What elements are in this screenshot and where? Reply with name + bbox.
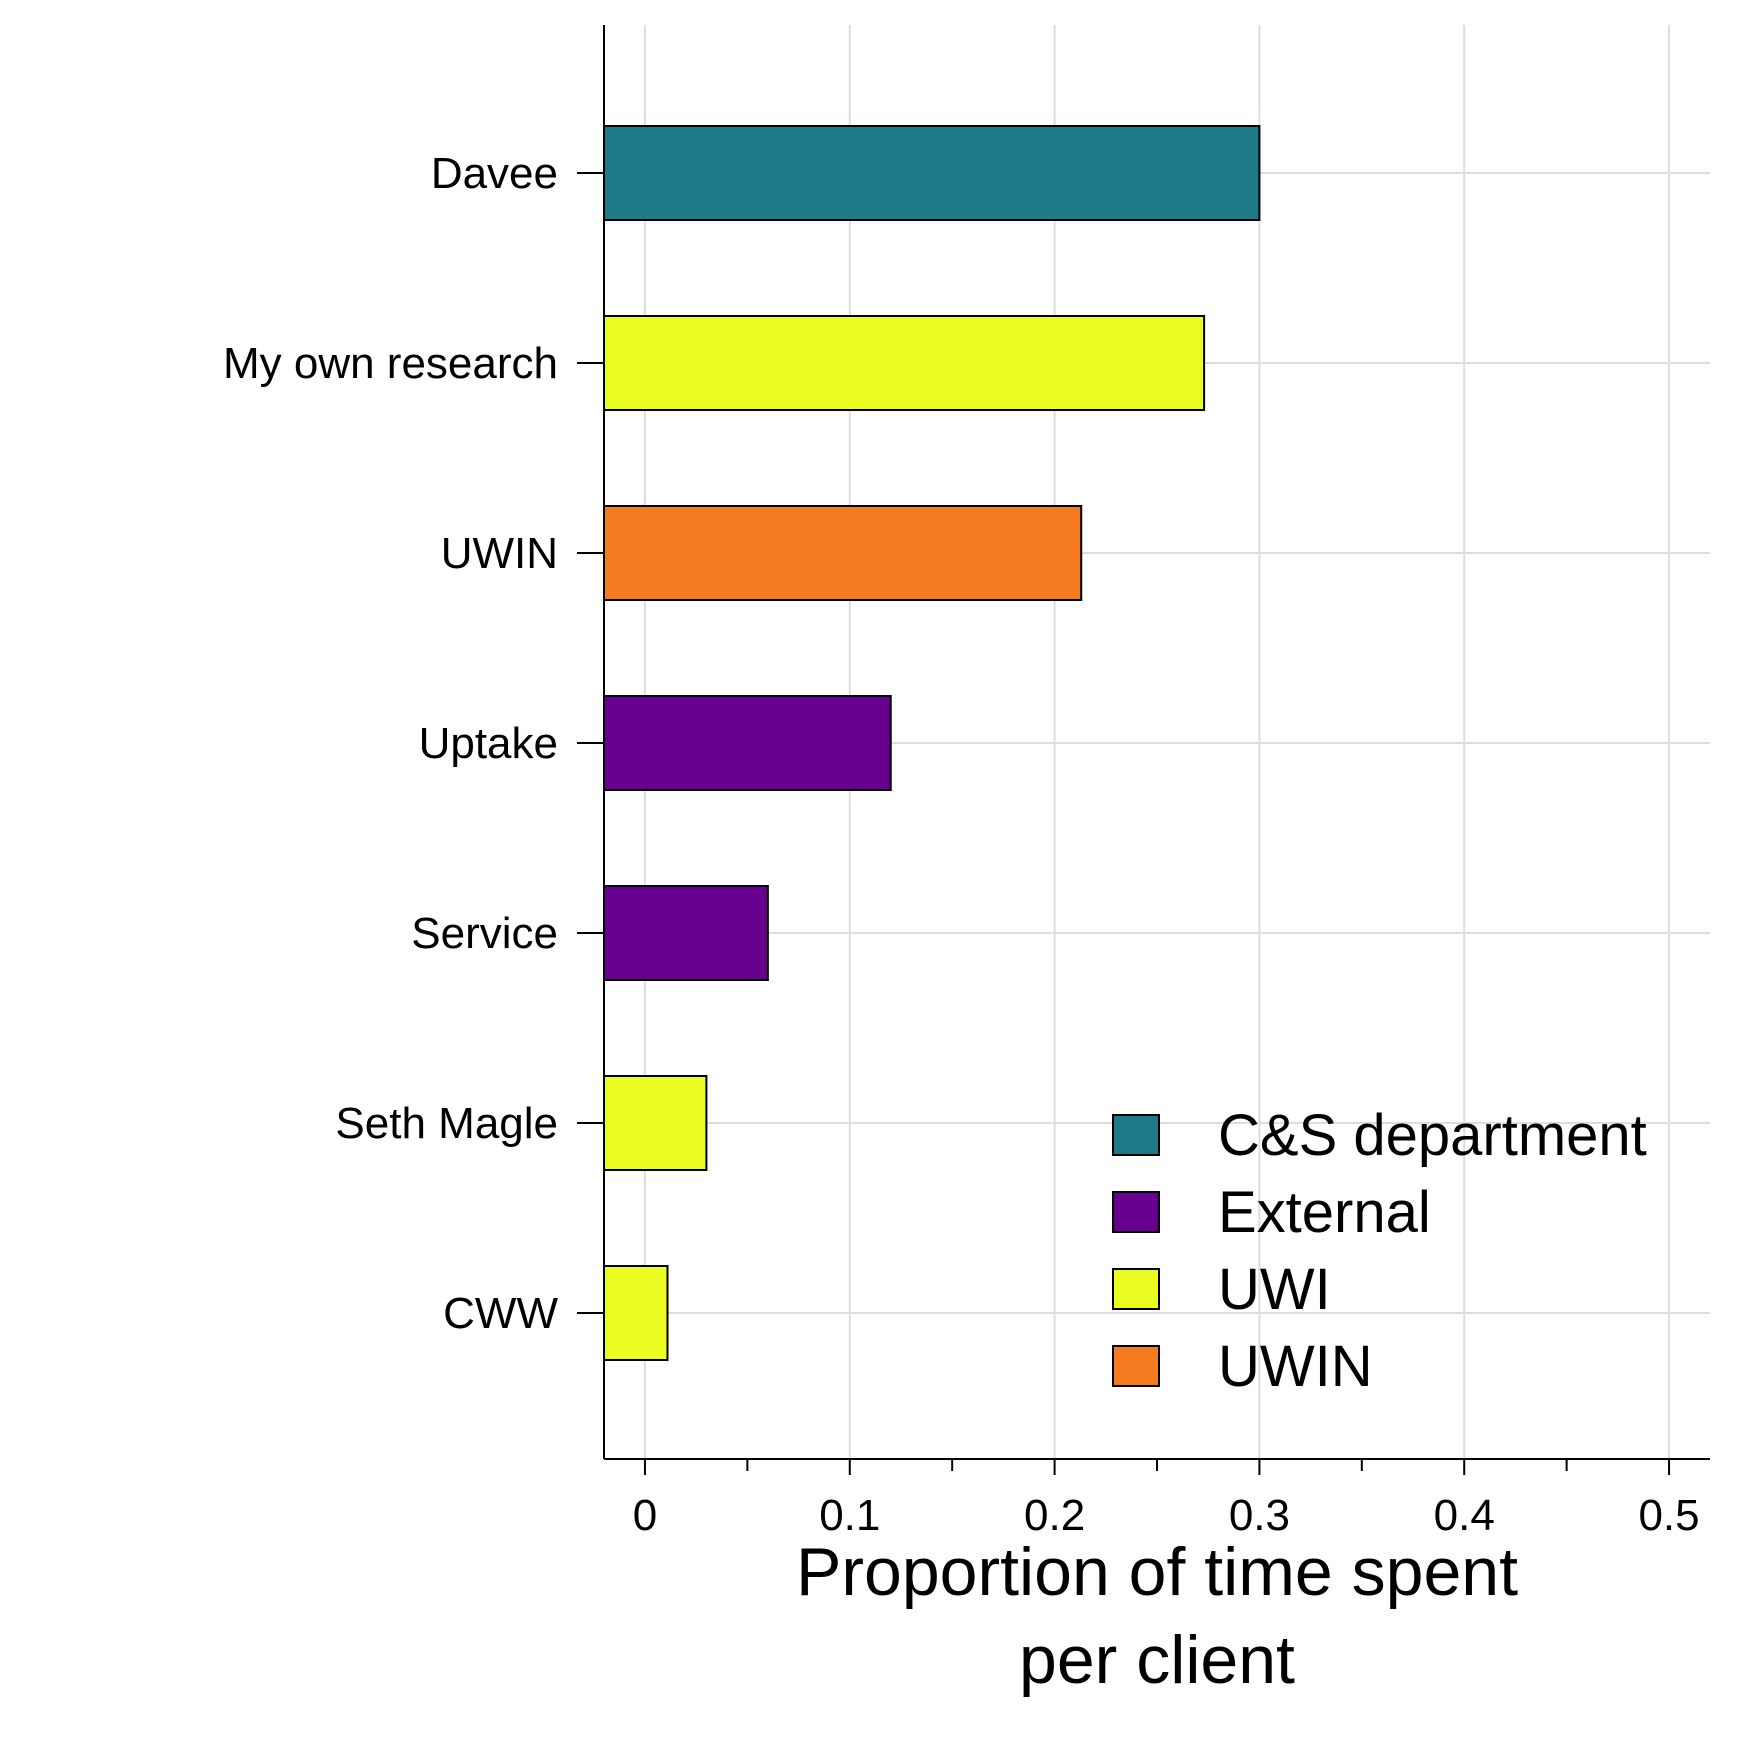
x-axis-title: Proportion of time spent per client	[796, 1534, 1518, 1698]
legend-label: C&S department	[1218, 1103, 1647, 1168]
x-axis-title-line-2: per client	[1019, 1622, 1295, 1698]
legend: C&S department External UWI UWIN	[1112, 1103, 1647, 1399]
x-tick-label: 0	[633, 1491, 657, 1540]
bar-seth-magle	[603, 1075, 708, 1171]
bar-cww	[603, 1265, 669, 1361]
legend-label: External	[1218, 1180, 1431, 1245]
bar-service	[603, 885, 769, 981]
x-tick-label: 0.2	[1024, 1491, 1085, 1540]
legend-label: UWIN	[1218, 1334, 1373, 1399]
grid-lines	[604, 25, 1710, 1459]
y-tick-label: Uptake	[419, 719, 558, 768]
bar-davee	[603, 125, 1261, 221]
bar-uptake	[603, 695, 892, 791]
x-tick-label: 0.4	[1434, 1491, 1495, 1540]
x-tick-label: 0.5	[1638, 1491, 1699, 1540]
bar-my-own-research	[603, 315, 1206, 411]
legend-swatch	[1112, 1268, 1160, 1310]
x-tick-labels: 0 0.1 0.2 0.3 0.4 0.5	[633, 1459, 1700, 1540]
y-tick-label: Service	[411, 909, 558, 958]
x-tick-label: 0.3	[1229, 1491, 1290, 1540]
y-tick-label: Seth Magle	[335, 1099, 558, 1148]
bar-uwin	[603, 505, 1083, 601]
y-tick-label: Davee	[431, 149, 558, 198]
y-tick-label: My own research	[223, 339, 558, 388]
y-tick-label: CWW	[443, 1289, 558, 1338]
y-tick-labels: Davee My own research UWIN Uptake Service Set…	[223, 149, 604, 1338]
y-tick-label: UWIN	[441, 529, 558, 578]
legend-swatch	[1112, 1191, 1160, 1233]
bars	[603, 125, 1261, 1361]
x-tick-label: 0.1	[819, 1491, 880, 1540]
legend-swatch	[1112, 1345, 1160, 1387]
x-axis-title-line-1: Proportion of time spent	[796, 1534, 1518, 1610]
legend-label: UWI	[1218, 1257, 1331, 1322]
legend-swatch	[1112, 1114, 1160, 1156]
